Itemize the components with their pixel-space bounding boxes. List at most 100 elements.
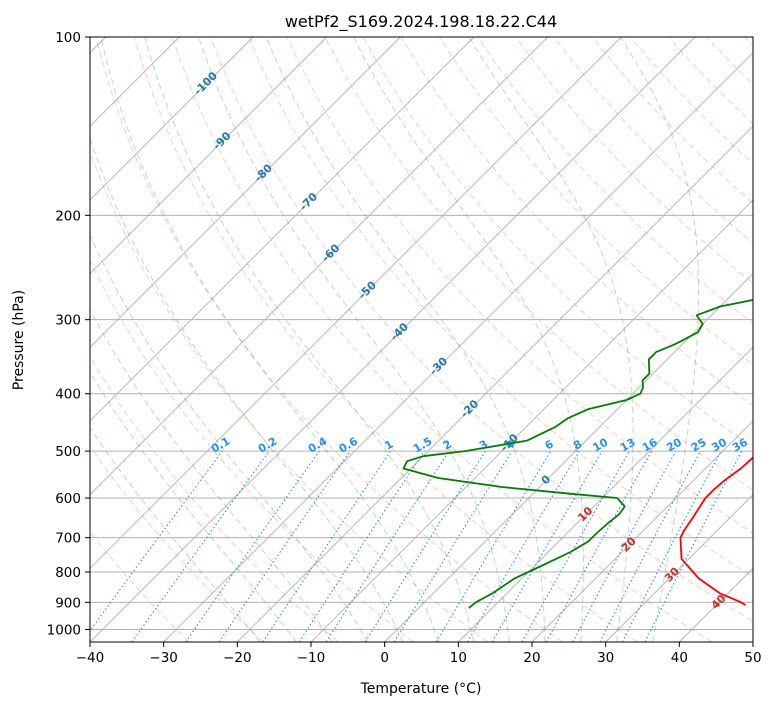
- x-tick-label: −10: [297, 650, 326, 666]
- mixing-ratio-label: 30: [709, 435, 729, 454]
- mixing-ratio-line: [364, 450, 486, 642]
- mixing-ratio-line: [185, 450, 320, 642]
- mixing-ratio-label: 8: [571, 438, 584, 453]
- dry-adiabat: [248, 37, 753, 578]
- isotherm-label: -80: [252, 161, 275, 184]
- dry-adiabat: [553, 37, 753, 244]
- moist-adiabat: [90, 308, 333, 642]
- isotherm-label: -40: [388, 320, 411, 343]
- series-lines: [402, 299, 753, 609]
- x-tick-label: −20: [223, 650, 252, 666]
- mixing-ratio-line: [325, 450, 450, 642]
- y-axis-label: Pressure (hPa): [11, 290, 27, 390]
- y-tick-label: 300: [55, 313, 81, 329]
- dry-adiabat: [744, 37, 753, 47]
- isotherm--20: [237, 125, 753, 642]
- y-tick-label: 700: [55, 531, 81, 547]
- x-axis: −40 −30 −20 −10 0 10 20 30 40 50: [76, 642, 762, 666]
- isotherm--80: [90, 37, 401, 348]
- mixing-ratio-line: [644, 450, 743, 642]
- moist-adiabat: [265, 37, 546, 642]
- mixing-ratio-line: [298, 450, 425, 642]
- chart-title: wetPf2_S169.2024.198.18.22.C44: [285, 12, 557, 32]
- dry-adiabat: [706, 37, 753, 86]
- mixing-ratio-line: [262, 450, 392, 642]
- moist-adiabat: [353, 37, 584, 642]
- y-tick-label: 100: [55, 30, 81, 46]
- mixing-ratio-label: 0.4: [306, 434, 330, 455]
- isotherm-0: [384, 273, 753, 642]
- x-tick-label: 10: [450, 650, 467, 666]
- isotherm-40: [679, 567, 753, 642]
- mixing-ratio-line: [90, 450, 223, 632]
- y-tick-label: 200: [55, 208, 81, 224]
- y-tick-label: 400: [55, 387, 81, 403]
- dry-adiabat: [210, 37, 753, 623]
- y-tick-label: 800: [55, 565, 81, 581]
- isotherm-label: -70: [297, 190, 320, 213]
- mixing-ratio-line: [131, 450, 270, 642]
- dry-adiabat: [133, 37, 638, 642]
- mixing-ratio-label: 10: [591, 435, 611, 454]
- isotherm-label: -100: [191, 69, 220, 98]
- mixing-ratio-label: 25: [689, 436, 709, 455]
- mixing-ratio-label: 20: [664, 435, 684, 454]
- isotherm-label: -30: [427, 354, 450, 377]
- mixing-ratio-label: 36: [730, 435, 750, 454]
- x-tick-label: −40: [76, 650, 105, 666]
- mixing-ratio-label: 1.5: [411, 435, 434, 456]
- x-axis-label: Temperature (°C): [360, 681, 482, 697]
- moist-adiabat: [90, 233, 369, 642]
- isotherm-label: 10: [575, 504, 595, 524]
- mixing-ratio-label: 16: [640, 435, 660, 454]
- moist-adiabat: [144, 37, 475, 642]
- isotherm--10: [310, 199, 753, 642]
- x-tick-label: 40: [671, 650, 688, 666]
- dewpoint-line: [402, 299, 753, 609]
- moist-adiabat: [100, 37, 439, 642]
- dry-adiabat: [90, 445, 264, 642]
- x-tick-label: 50: [744, 650, 761, 666]
- isotherm--30: [163, 52, 753, 642]
- grid-lines: [90, 37, 753, 642]
- x-tick-label: 0: [380, 650, 389, 666]
- guide-lines: [90, 37, 753, 642]
- dry-adiabat: [515, 37, 753, 284]
- moist-adiabat: [90, 426, 261, 642]
- mixing-ratio-label: 6: [543, 437, 556, 452]
- isotherm-30: [605, 494, 753, 642]
- isotherm--70: [90, 37, 475, 422]
- isotherm-20: [531, 420, 753, 642]
- y-tick-label: 1000: [47, 622, 81, 638]
- isotherm--40: [90, 37, 696, 642]
- mixing-ratio-label: 2: [441, 438, 454, 453]
- moist-adiabat: [90, 136, 404, 642]
- y-tick-label: 900: [55, 595, 81, 611]
- x-tick-label: −30: [149, 650, 178, 666]
- isotherm-label: -90: [210, 129, 233, 152]
- isotherm--90: [90, 37, 327, 275]
- isotherm-10: [458, 346, 753, 642]
- isotherm--100: [90, 37, 254, 201]
- isotherm-label: 30: [662, 565, 682, 585]
- dry-adiabat: [324, 37, 753, 491]
- dry-adiabat: [286, 37, 753, 534]
- mixing-ratio-label: 1: [382, 438, 395, 453]
- mixing-ratio-line: [218, 450, 351, 642]
- y-tick-label: 600: [55, 491, 81, 507]
- dry-adiabat: [90, 150, 488, 642]
- isotherm--50: [90, 37, 622, 569]
- plot-frame: [89, 36, 754, 643]
- mixing-ratio-label: 3: [477, 438, 490, 453]
- moist-adiabat: [198, 37, 510, 642]
- moist-adiabat: [620, 37, 700, 642]
- isotherm-50: [752, 641, 753, 642]
- isotherm-label: -50: [356, 278, 379, 301]
- y-axis: 100 200 300 400 500 600 700 800 900 1000: [47, 30, 90, 638]
- mixing-ratio-line: [521, 450, 630, 642]
- mixing-ratio-line: [545, 450, 653, 642]
- dry-adiabat: [90, 356, 339, 642]
- moist-adiabat: [90, 371, 297, 642]
- dry-adiabat: [95, 37, 563, 642]
